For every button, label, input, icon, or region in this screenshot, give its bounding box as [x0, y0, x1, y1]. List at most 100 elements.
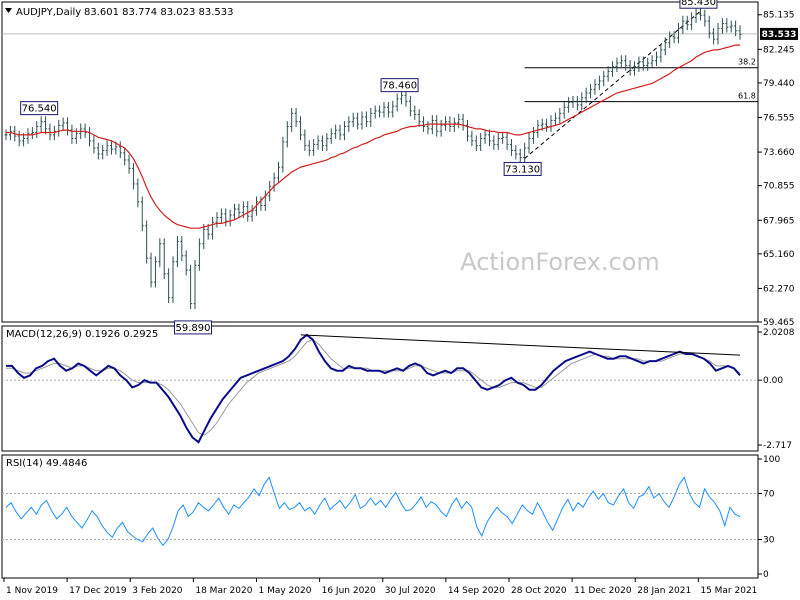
price-bar — [738, 25, 742, 40]
chart-ohlc: 83.601 83.774 83.023 83.533 — [84, 7, 234, 18]
price-bar — [474, 135, 478, 152]
price-bar — [606, 66, 610, 82]
price-bar — [558, 107, 562, 124]
price-bar — [562, 101, 566, 119]
price-axis-label: 67.965 — [763, 216, 795, 226]
x-axis-label: 30 Jul 2020 — [385, 586, 436, 596]
price-bar — [628, 60, 632, 76]
price-callout-label: 59.890 — [175, 323, 210, 334]
x-axis-label: 3 Feb 2020 — [132, 586, 183, 596]
price-bar — [189, 264, 193, 310]
price-axis-label: 85.135 — [763, 11, 795, 21]
last-price-tag — [760, 27, 798, 40]
price-bar — [492, 135, 496, 150]
price-bar — [30, 127, 34, 140]
price-bar — [303, 129, 307, 152]
price-bar — [228, 209, 232, 227]
last-price-tag-label: 83.533 — [762, 30, 797, 40]
price-bar — [334, 124, 338, 140]
price-bar — [131, 162, 135, 190]
price-bar — [48, 123, 52, 141]
price-bar — [373, 105, 377, 119]
price-bar — [118, 141, 122, 159]
macd-axis-label: 0.00 — [763, 376, 783, 386]
price-bar — [369, 107, 373, 128]
x-axis-label: 17 Dec 2019 — [69, 586, 127, 596]
price-bar — [325, 133, 329, 152]
price-bar — [246, 201, 250, 222]
price-bar — [202, 224, 206, 250]
price-bar — [175, 236, 179, 268]
price-bar — [382, 101, 386, 118]
price-callout-box — [173, 320, 212, 335]
watermark: ActionForex.com — [460, 248, 660, 276]
price-bar — [347, 116, 351, 132]
price-bar — [567, 97, 571, 113]
price-bar — [74, 128, 78, 144]
price-bar — [44, 116, 48, 135]
price-bar — [180, 236, 184, 262]
price-bar — [17, 130, 21, 147]
price-bar — [167, 268, 171, 304]
price-bar — [277, 161, 281, 184]
x-axis-label: 11 Dec 2020 — [574, 586, 632, 596]
price-bar — [57, 119, 61, 137]
price-bar — [206, 224, 210, 240]
price-bar — [215, 212, 219, 228]
price-bar — [619, 55, 623, 69]
price-bar — [386, 101, 390, 118]
x-axis-label: 18 Mar 2020 — [195, 586, 252, 596]
price-bar — [461, 113, 465, 131]
price-bar — [435, 115, 439, 137]
price-bar — [413, 105, 417, 120]
grid-layer — [2, 14, 762, 582]
price-bar — [514, 145, 518, 160]
price-bar — [294, 107, 298, 128]
price-bar — [487, 129, 491, 147]
price-bar — [338, 124, 342, 141]
price-bar — [523, 142, 527, 163]
price-bar — [527, 133, 531, 154]
panel-frame-1 — [1, 325, 759, 452]
macd-header: MACD(12,26,9) 0.1926 0.2925 — [6, 329, 158, 340]
price-bar — [646, 57, 650, 71]
price-bar — [483, 129, 487, 144]
price-bar — [690, 12, 694, 31]
price-bar — [92, 135, 96, 154]
price-callout-box — [679, 0, 718, 9]
rsi-header: RSI(14) 49.4846 — [6, 458, 87, 469]
price-bar — [364, 111, 368, 128]
panel-frame-0 — [1, 1, 759, 323]
rsi-axis-label: 0 — [763, 570, 769, 580]
price-bar — [140, 196, 144, 232]
price-bar — [457, 113, 461, 129]
rsi-line — [5, 476, 741, 547]
price-bar — [553, 112, 557, 126]
price-bar — [615, 57, 619, 73]
price-bar — [659, 44, 663, 63]
x-axis-label: 15 Mar 2021 — [700, 586, 757, 596]
price-callout-label: 73.130 — [505, 164, 540, 175]
price-bar — [426, 121, 430, 135]
price-bar — [624, 55, 628, 71]
price-bar — [501, 131, 505, 144]
price-bar — [575, 95, 579, 111]
price-bar — [342, 121, 346, 141]
price-bar — [633, 61, 637, 76]
rsi-axis-label: 100 — [763, 455, 780, 465]
dropdown-triangle-icon[interactable] — [5, 8, 12, 13]
price-axis-label: 82.245 — [763, 45, 795, 55]
moving-average-line — [6, 44, 740, 229]
price-bar — [589, 83, 593, 99]
x-axis-label: 16 Jun 2020 — [322, 586, 376, 596]
price-bar — [422, 116, 426, 132]
price-bar — [83, 123, 87, 138]
price-bar — [101, 145, 105, 160]
price-callout-box — [20, 101, 59, 116]
price-bar — [400, 89, 404, 105]
price-bar — [712, 27, 716, 45]
price-bar — [698, 8, 702, 21]
macd-axis-label: -2.717 — [763, 441, 792, 451]
price-bar — [439, 119, 443, 137]
price-bar — [61, 117, 65, 131]
